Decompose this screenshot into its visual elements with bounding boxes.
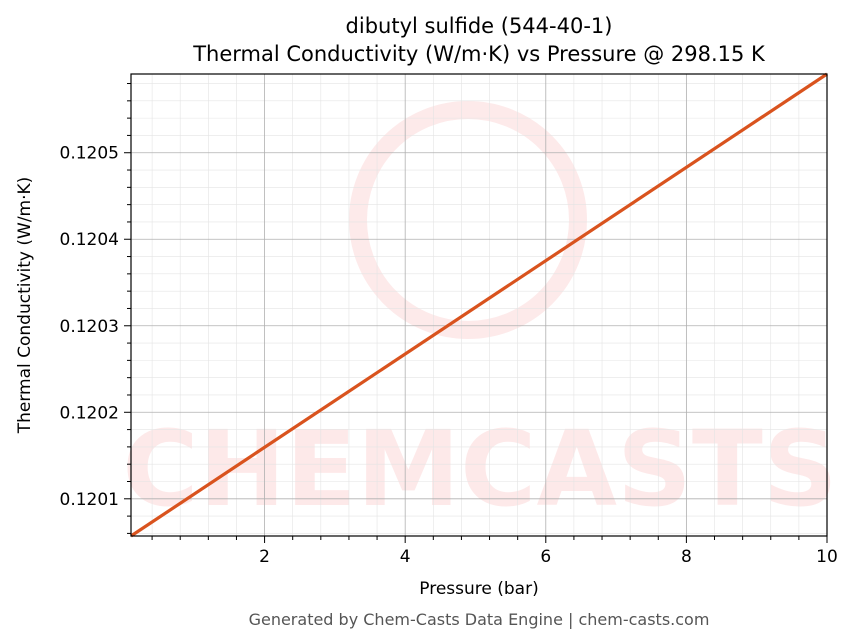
- plot-frame: [130, 73, 828, 537]
- y-tick-label: 0.1201: [60, 490, 119, 510]
- chart-subtitle: Thermal Conductivity (W/m·K) vs Pressure…: [192, 42, 766, 66]
- x-tick-label: 2: [259, 547, 270, 567]
- y-axis-label: Thermal Conductivity (W/m·K): [15, 177, 35, 435]
- y-tick-label: 0.1203: [60, 317, 119, 337]
- watermark-text: CHEMCASTS: [122, 408, 837, 530]
- y-tick-label: 0.1205: [60, 144, 119, 164]
- x-tick-label: 10: [816, 547, 838, 567]
- footer: Generated by Chem-Casts Data Engine | ch…: [249, 610, 710, 629]
- watermark: CHEMCASTS: [122, 101, 838, 530]
- watermark-logo: [349, 101, 587, 339]
- data-line: [130, 72, 828, 538]
- x-tick-label: 8: [681, 547, 692, 567]
- y-tick-label: 0.1202: [60, 403, 119, 423]
- y-tick-label: 0.1204: [60, 230, 119, 250]
- chart-title: dibutyl sulfide (544-40-1): [346, 14, 613, 38]
- x-axis-label: Pressure (bar): [419, 579, 538, 599]
- x-tick-label: 6: [540, 547, 551, 567]
- grid: [127, 74, 827, 540]
- x-tick-label: 4: [400, 547, 411, 567]
